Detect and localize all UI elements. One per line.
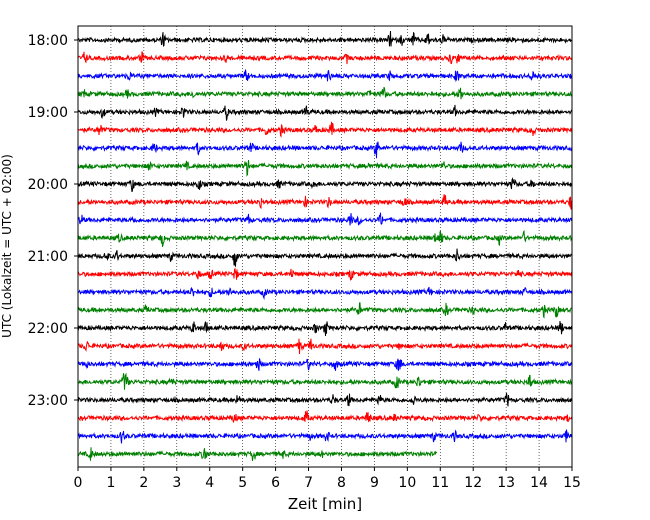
x-tick-label: 10 [398,475,416,491]
trace-2200 [77,320,573,337]
trace-1915 [77,121,573,138]
trace-2115 [77,267,573,281]
trace-2000 [77,176,573,193]
x-axis-label: Zeit [min] [288,495,362,513]
trace-2130 [77,286,573,300]
x-tick-label: 12 [464,475,482,491]
y-axis: 18:00 19:00 20:00 21:00 22:00 23:00 [28,33,78,409]
trace-2030 [77,212,573,226]
y-axis-label: UTC (Lokalzeit = UTC + 02:00) [0,154,14,338]
trace-2330 [77,429,573,444]
x-tick-label: 9 [370,475,379,491]
trace-1900 [77,104,573,121]
traces [77,30,573,461]
trace-2145 [77,302,573,319]
x-tick-label: 4 [205,475,214,491]
x-tick-label: 0 [74,475,83,491]
x-tick-label: 15 [563,475,581,491]
x-tick-label: 14 [530,475,548,491]
trace-2045 [77,229,573,248]
x-tick-label: 8 [337,475,346,491]
x-tick-label: 1 [106,475,115,491]
trace-2230 [77,358,573,371]
x-axis: 0 1 2 3 4 5 6 7 8 9 10 11 12 13 14 15 [74,467,581,491]
trace-2345 [77,447,438,461]
trace-2100 [77,248,572,267]
trace-1830 [77,69,573,83]
x-tick-label: 2 [139,475,148,491]
y-tick-label: 18:00 [28,33,68,49]
x-tick-label: 3 [172,475,181,491]
y-tick-label: 19:00 [28,105,68,121]
trace-2315 [77,410,573,423]
trace-1945 [77,160,573,177]
y-tick-label: 20:00 [28,177,68,193]
x-tick-label: 7 [304,475,313,491]
y-tick-label: 23:00 [28,393,68,409]
trace-2215 [77,338,573,355]
y-tick-label: 22:00 [28,321,68,337]
x-tick-label: 6 [271,475,280,491]
y-tick-label: 21:00 [28,249,68,265]
trace-2245 [77,372,573,390]
x-tick-label: 5 [238,475,247,491]
trace-1930 [77,141,573,159]
trace-2300 [77,392,573,407]
x-tick-label: 13 [497,475,515,491]
trace-1800 [77,30,573,47]
trace-1845 [77,86,573,100]
trace-1815 [77,51,573,65]
x-tick-label: 11 [431,475,449,491]
plot-frame [77,25,573,468]
trace-2015 [77,194,573,210]
